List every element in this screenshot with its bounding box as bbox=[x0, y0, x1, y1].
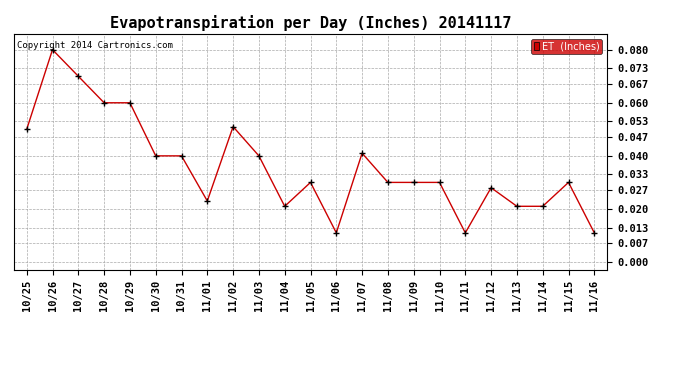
Legend: ET  (Inches): ET (Inches) bbox=[531, 39, 602, 54]
Text: Copyright 2014 Cartronics.com: Copyright 2014 Cartronics.com bbox=[17, 41, 172, 50]
Title: Evapotranspiration per Day (Inches) 20141117: Evapotranspiration per Day (Inches) 2014… bbox=[110, 15, 511, 31]
